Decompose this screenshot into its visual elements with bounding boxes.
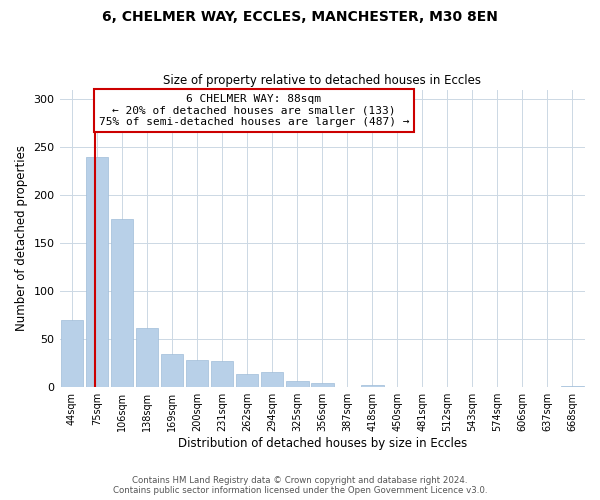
Y-axis label: Number of detached properties: Number of detached properties: [15, 146, 28, 332]
Bar: [111, 219, 133, 387]
Bar: [236, 374, 259, 387]
Bar: [86, 157, 109, 387]
Text: Contains HM Land Registry data © Crown copyright and database right 2024.
Contai: Contains HM Land Registry data © Crown c…: [113, 476, 487, 495]
Text: 6, CHELMER WAY, ECCLES, MANCHESTER, M30 8EN: 6, CHELMER WAY, ECCLES, MANCHESTER, M30 …: [102, 10, 498, 24]
Bar: [561, 386, 584, 387]
Bar: [261, 372, 283, 387]
Bar: [186, 360, 208, 387]
Bar: [61, 320, 83, 387]
Title: Size of property relative to detached houses in Eccles: Size of property relative to detached ho…: [163, 74, 481, 87]
Bar: [361, 386, 383, 387]
Bar: [211, 362, 233, 387]
Bar: [136, 328, 158, 387]
X-axis label: Distribution of detached houses by size in Eccles: Distribution of detached houses by size …: [178, 437, 467, 450]
Bar: [161, 354, 184, 387]
Text: 6 CHELMER WAY: 88sqm
← 20% of detached houses are smaller (133)
75% of semi-deta: 6 CHELMER WAY: 88sqm ← 20% of detached h…: [99, 94, 409, 127]
Bar: [311, 384, 334, 387]
Bar: [286, 382, 308, 387]
